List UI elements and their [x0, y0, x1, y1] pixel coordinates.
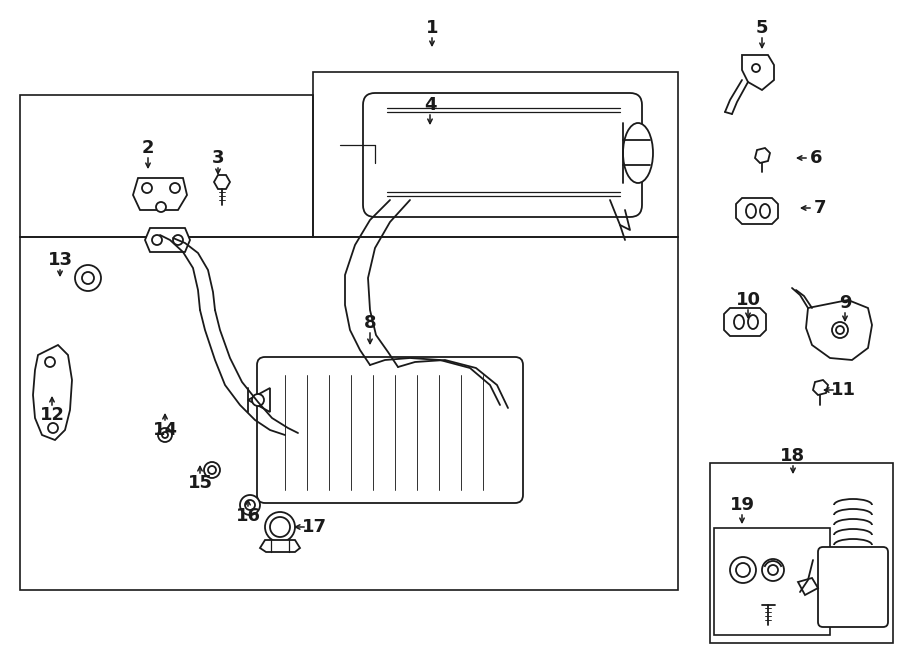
Circle shape — [208, 466, 216, 474]
Circle shape — [45, 357, 55, 367]
Ellipse shape — [746, 204, 756, 218]
Circle shape — [75, 265, 101, 291]
Text: 17: 17 — [302, 518, 327, 536]
Circle shape — [252, 394, 264, 406]
Bar — [20, 95, 313, 237]
Polygon shape — [724, 308, 766, 336]
Polygon shape — [755, 148, 770, 163]
Ellipse shape — [748, 315, 758, 329]
Text: 14: 14 — [152, 421, 177, 439]
Text: 5: 5 — [756, 19, 769, 37]
Circle shape — [245, 500, 255, 510]
Circle shape — [156, 202, 166, 212]
Polygon shape — [33, 345, 72, 440]
Text: 9: 9 — [839, 294, 851, 312]
Circle shape — [270, 517, 290, 537]
FancyBboxPatch shape — [257, 357, 523, 503]
Circle shape — [142, 183, 152, 193]
Circle shape — [158, 428, 172, 442]
Circle shape — [836, 326, 844, 334]
Text: 3: 3 — [212, 149, 224, 167]
Text: 2: 2 — [142, 139, 154, 157]
Polygon shape — [133, 178, 187, 210]
Ellipse shape — [623, 123, 653, 183]
Bar — [313, 72, 678, 237]
Text: 6: 6 — [810, 149, 823, 167]
Circle shape — [730, 557, 756, 583]
Polygon shape — [145, 228, 190, 252]
Text: 7: 7 — [814, 199, 826, 217]
Circle shape — [173, 235, 183, 245]
Text: 15: 15 — [187, 474, 212, 492]
Polygon shape — [736, 198, 778, 224]
Circle shape — [736, 563, 750, 577]
Text: 1: 1 — [426, 19, 438, 37]
Circle shape — [152, 235, 162, 245]
Text: 10: 10 — [735, 291, 760, 309]
Polygon shape — [813, 380, 828, 395]
Text: 18: 18 — [780, 447, 806, 465]
Circle shape — [762, 559, 784, 581]
Ellipse shape — [760, 204, 770, 218]
Text: 16: 16 — [236, 507, 260, 525]
Circle shape — [170, 183, 180, 193]
Polygon shape — [806, 300, 872, 360]
Bar — [20, 237, 678, 590]
Circle shape — [752, 64, 760, 72]
Circle shape — [265, 512, 295, 542]
Text: 12: 12 — [40, 406, 65, 424]
Circle shape — [832, 322, 848, 338]
Polygon shape — [798, 578, 818, 595]
Bar — [710, 463, 893, 643]
Circle shape — [48, 423, 58, 433]
Bar — [714, 528, 830, 635]
Polygon shape — [742, 55, 774, 90]
Ellipse shape — [734, 315, 744, 329]
FancyBboxPatch shape — [363, 93, 642, 217]
Polygon shape — [248, 388, 270, 412]
Circle shape — [204, 462, 220, 478]
FancyBboxPatch shape — [818, 547, 888, 627]
Circle shape — [162, 432, 168, 438]
Text: 11: 11 — [831, 381, 856, 399]
Circle shape — [768, 565, 778, 575]
Polygon shape — [214, 175, 230, 189]
Text: 13: 13 — [48, 251, 73, 269]
Text: 8: 8 — [364, 314, 376, 332]
Text: 19: 19 — [730, 496, 754, 514]
Polygon shape — [260, 540, 300, 552]
Circle shape — [82, 272, 94, 284]
Text: 4: 4 — [424, 96, 436, 114]
Circle shape — [240, 495, 260, 515]
